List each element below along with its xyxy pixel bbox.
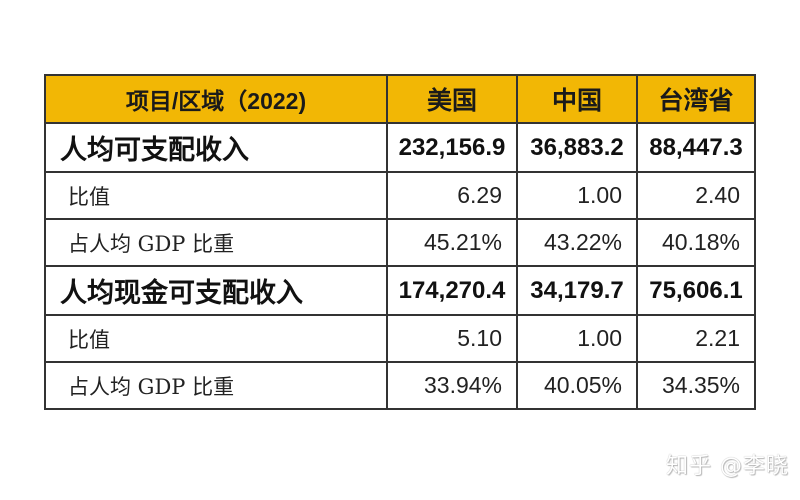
table-row-cash-disposable-income: 人均现金可支配收入 174,270.4 34,179.7 75,606.1 bbox=[44, 265, 756, 316]
cell-china: 36,883.2 bbox=[516, 122, 638, 173]
row-label: 人均现金可支配收入 bbox=[44, 265, 388, 316]
cell-usa: 6.29 bbox=[386, 171, 518, 220]
table-row-ratio: 比值 5.10 1.00 2.21 bbox=[44, 314, 756, 363]
table-row-gdp-share: 占人均 GDP 比重 33.94% 40.05% 34.35% bbox=[44, 361, 756, 410]
row-label: 人均可支配收入 bbox=[44, 122, 388, 173]
row-label: 比值 bbox=[44, 171, 388, 220]
cell-taiwan: 75,606.1 bbox=[636, 265, 756, 316]
cell-taiwan: 34.35% bbox=[636, 361, 756, 410]
cell-usa: 174,270.4 bbox=[386, 265, 518, 316]
cell-taiwan: 88,447.3 bbox=[636, 122, 756, 173]
cell-taiwan: 2.40 bbox=[636, 171, 756, 220]
cell-china: 40.05% bbox=[516, 361, 638, 410]
cell-taiwan: 40.18% bbox=[636, 218, 756, 267]
cell-china: 43.22% bbox=[516, 218, 638, 267]
row-label: 占人均 GDP 比重 bbox=[44, 218, 388, 267]
cell-usa: 232,156.9 bbox=[386, 122, 518, 173]
cell-taiwan: 2.21 bbox=[636, 314, 756, 363]
header-usa: 美国 bbox=[386, 74, 518, 124]
zhihu-watermark: 知乎 @李晓 bbox=[666, 454, 789, 479]
table-row-disposable-income: 人均可支配收入 232,156.9 36,883.2 88,447.3 bbox=[44, 122, 756, 173]
cell-usa: 5.10 bbox=[386, 314, 518, 363]
income-comparison-table: 项目/区域（2022) 美国 中国 台湾省 人均可支配收入 232,156.9 … bbox=[44, 74, 756, 410]
header-item-region: 项目/区域（2022) bbox=[44, 74, 388, 124]
header-china: 中国 bbox=[516, 74, 638, 124]
header-taiwan: 台湾省 bbox=[636, 74, 756, 124]
cell-china: 1.00 bbox=[516, 314, 638, 363]
table-row-gdp-share: 占人均 GDP 比重 45.21% 43.22% 40.18% bbox=[44, 218, 756, 267]
cell-usa: 33.94% bbox=[386, 361, 518, 410]
row-label: 比值 bbox=[44, 314, 388, 363]
cell-china: 1.00 bbox=[516, 171, 638, 220]
cell-china: 34,179.7 bbox=[516, 265, 638, 316]
row-label: 占人均 GDP 比重 bbox=[44, 361, 388, 410]
table-header-row: 项目/区域（2022) 美国 中国 台湾省 bbox=[44, 74, 756, 124]
table-row-ratio: 比值 6.29 1.00 2.40 bbox=[44, 171, 756, 220]
cell-usa: 45.21% bbox=[386, 218, 518, 267]
